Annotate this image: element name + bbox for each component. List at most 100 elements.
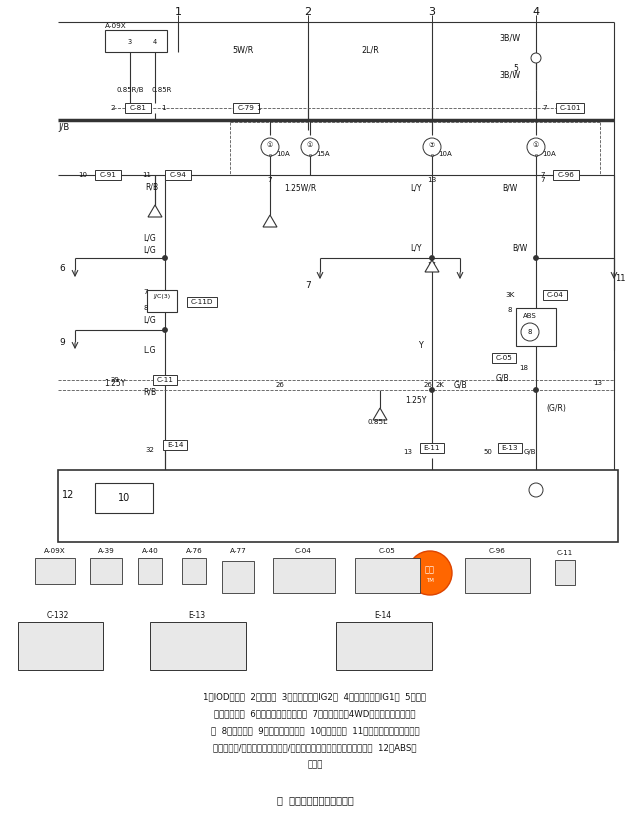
Text: 7: 7 [543, 105, 547, 111]
Text: 3B/W: 3B/W [500, 71, 521, 80]
Circle shape [527, 138, 545, 156]
Text: 29: 29 [110, 377, 119, 383]
Text: 1.25Y: 1.25Y [405, 396, 427, 405]
Text: C-79: C-79 [237, 105, 254, 111]
Text: 3: 3 [128, 39, 132, 45]
Text: A-77: A-77 [230, 548, 246, 554]
Bar [498, 443, 522, 453]
Bar [336, 622, 432, 670]
Bar [273, 558, 335, 593]
Circle shape [430, 388, 434, 392]
Text: A-09X: A-09X [105, 23, 127, 29]
Text: C-05: C-05 [495, 355, 512, 361]
Text: 1: 1 [175, 7, 182, 17]
Bar [90, 558, 122, 584]
Text: L/G: L/G [144, 234, 156, 243]
Text: C-132: C-132 [47, 611, 69, 620]
Text: 8: 8 [144, 305, 148, 311]
Text: E-13: E-13 [189, 611, 206, 620]
Text: C-96: C-96 [488, 548, 505, 554]
Text: 3B/W: 3B/W [500, 34, 521, 43]
Text: C-94: C-94 [170, 172, 186, 178]
Text: 0.85L: 0.85L [368, 419, 388, 425]
Text: 10A: 10A [438, 151, 452, 157]
Text: A-76: A-76 [186, 548, 203, 554]
Text: 7: 7 [541, 172, 545, 178]
Text: 1.25Y: 1.25Y [104, 379, 126, 387]
Bar [492, 353, 516, 363]
Text: 维库: 维库 [425, 565, 435, 575]
Bar [35, 558, 75, 584]
Text: 10: 10 [118, 493, 130, 503]
Text: L/Y: L/Y [410, 244, 422, 253]
Text: 1: 1 [256, 105, 261, 111]
Text: 0.85R: 0.85R [152, 87, 172, 93]
Text: 4: 4 [153, 39, 157, 45]
Text: 6: 6 [59, 264, 65, 272]
Text: 13: 13 [594, 380, 603, 386]
Bar [138, 558, 162, 584]
Text: C-05: C-05 [379, 548, 396, 554]
Bar [163, 440, 187, 450]
Text: E-14: E-14 [374, 611, 392, 620]
Text: C-11: C-11 [156, 377, 174, 383]
Text: 灯光监控器/点火钥匙未拔提示器/安全带警告灯蜂鸣器、安全带警告灯  12－ABS电: 灯光监控器/点火钥匙未拔提示器/安全带警告灯蜂鸣器、安全带警告灯 12－ABS电 [213, 743, 416, 752]
Text: ①: ① [307, 142, 313, 148]
Bar [187, 297, 217, 307]
Text: C-91: C-91 [100, 172, 117, 178]
Bar [58, 470, 618, 542]
Text: R/B: R/B [145, 182, 158, 192]
Text: 2: 2 [110, 105, 115, 111]
Text: G/B: G/B [453, 381, 467, 390]
Bar [355, 558, 420, 593]
Text: E-14: E-14 [167, 442, 183, 448]
Bar [516, 308, 556, 346]
Circle shape [163, 328, 167, 332]
Text: ①: ① [267, 142, 273, 148]
Bar [555, 560, 575, 585]
Text: 2: 2 [304, 7, 312, 17]
Text: R/B: R/B [143, 387, 156, 396]
Text: 2K: 2K [435, 382, 444, 388]
Text: ABS: ABS [523, 313, 537, 319]
Text: 8: 8 [528, 329, 533, 335]
Text: C-81: C-81 [129, 105, 146, 111]
Text: J/B: J/B [58, 123, 69, 132]
Bar [95, 483, 153, 513]
Bar [95, 170, 121, 180]
Text: 3: 3 [428, 7, 435, 17]
Text: 8: 8 [508, 307, 512, 313]
Text: 7: 7 [541, 177, 545, 183]
Polygon shape [263, 215, 277, 227]
Text: 7: 7 [144, 289, 148, 295]
Text: o: o [309, 153, 312, 158]
Text: C-11: C-11 [557, 550, 573, 556]
Text: 1.25W/R: 1.25W/R [284, 183, 316, 192]
Circle shape [423, 138, 441, 156]
Text: 5W/R: 5W/R [232, 45, 254, 55]
Text: 7: 7 [268, 177, 273, 183]
Bar [182, 558, 206, 584]
Text: 13: 13 [403, 449, 413, 455]
Text: B/W: B/W [512, 244, 528, 253]
Text: 10A: 10A [542, 151, 556, 157]
Text: L/G: L/G [144, 245, 156, 255]
Bar [165, 170, 191, 180]
Text: TM: TM [426, 578, 434, 582]
Circle shape [534, 388, 538, 392]
Text: 10A: 10A [276, 151, 290, 157]
Text: o: o [534, 153, 538, 158]
Text: G/B: G/B [524, 449, 536, 455]
Text: 26: 26 [276, 382, 285, 388]
Text: 5: 5 [514, 64, 519, 72]
Text: 控单元: 控单元 [307, 760, 322, 769]
Text: B/W: B/W [502, 183, 517, 192]
Text: 1: 1 [161, 105, 165, 111]
Text: ⑦: ⑦ [429, 142, 435, 148]
Text: C-04: C-04 [295, 548, 312, 554]
Circle shape [531, 53, 541, 63]
Bar [125, 103, 151, 113]
Text: 7: 7 [305, 281, 311, 290]
Text: A-39: A-39 [98, 548, 114, 554]
Circle shape [261, 138, 279, 156]
